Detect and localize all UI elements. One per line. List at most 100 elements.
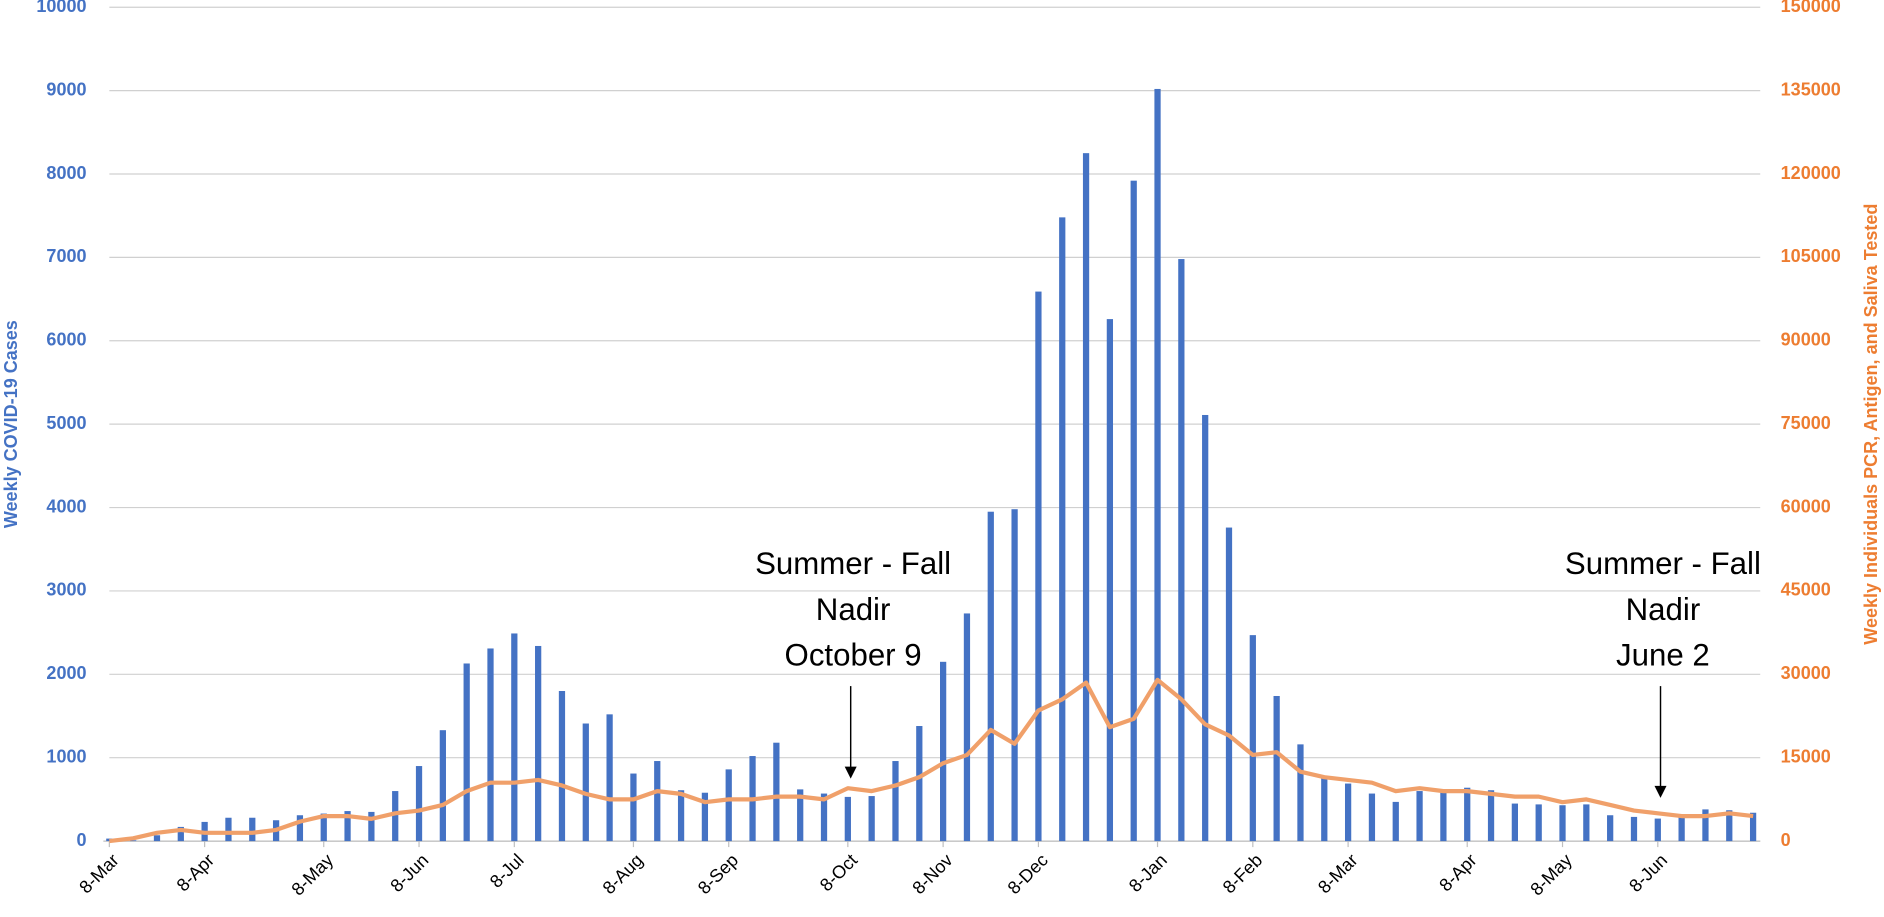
bar xyxy=(439,730,446,842)
bar xyxy=(1321,776,1328,842)
bar xyxy=(868,796,875,842)
bar xyxy=(987,511,994,842)
annotation-text: October 9 xyxy=(785,638,922,673)
annotation-text: June 2 xyxy=(1616,638,1710,673)
bar xyxy=(654,761,661,842)
bar xyxy=(1654,818,1661,842)
bar xyxy=(797,789,804,842)
bar xyxy=(463,663,470,842)
bar xyxy=(1511,803,1518,842)
annotation-text: Summer - Fall xyxy=(1565,546,1761,581)
bar xyxy=(1035,291,1042,842)
x-tick-label: 8-May xyxy=(288,850,338,900)
x-tick-label: 8-Mar xyxy=(1314,850,1361,897)
y-tick-label: 9000 xyxy=(46,79,86,99)
bar xyxy=(1559,805,1566,842)
y2-axis-title: Weekly Individuals PCR, Antigen, and Sal… xyxy=(1861,204,1881,645)
bar xyxy=(1535,804,1542,842)
bar xyxy=(1583,804,1590,842)
bar xyxy=(582,723,589,842)
y2-tick-label: 135000 xyxy=(1781,79,1841,99)
bar xyxy=(892,761,899,842)
y2-tick-label: 60000 xyxy=(1781,496,1831,516)
bar xyxy=(844,796,851,842)
bar xyxy=(296,815,304,842)
y-tick-label: 5000 xyxy=(46,413,86,433)
bar xyxy=(1082,153,1090,842)
x-tick-label: 8-Dec xyxy=(1004,850,1052,898)
arrow-head xyxy=(1654,785,1667,798)
bar xyxy=(1202,414,1209,842)
x-tick-label: 8-Nov xyxy=(908,850,956,898)
y-tick-label: 1000 xyxy=(46,746,86,766)
bar xyxy=(1487,790,1495,842)
bar xyxy=(1273,695,1280,842)
y-tick-label: 7000 xyxy=(46,246,86,266)
x-tick-label: 8-Aug xyxy=(599,850,647,898)
bar xyxy=(487,648,494,842)
bar xyxy=(1416,791,1423,842)
bar xyxy=(940,661,947,842)
bar xyxy=(963,613,971,842)
bar xyxy=(701,792,709,842)
bar xyxy=(916,726,923,842)
bar xyxy=(1464,787,1471,842)
x-tick-label: 8-Jun xyxy=(386,850,432,896)
bar xyxy=(1178,259,1185,842)
y2-tick-label: 45000 xyxy=(1781,580,1831,600)
bar xyxy=(1630,816,1638,842)
y2-tick-label: 105000 xyxy=(1781,246,1841,266)
y2-tick-label: 150000 xyxy=(1781,0,1841,16)
arrow-head xyxy=(844,766,857,779)
y-tick-label: 4000 xyxy=(46,496,86,516)
y2-tick-label: 120000 xyxy=(1781,163,1841,183)
annotation-text: Nadir xyxy=(816,592,891,627)
y2-tick-label: 75000 xyxy=(1781,413,1831,433)
bar xyxy=(1249,635,1256,842)
bar xyxy=(368,811,375,842)
y-tick-label: 3000 xyxy=(46,580,86,600)
x-tick-label: 8-Oct xyxy=(816,850,861,895)
bar xyxy=(153,835,161,842)
bar xyxy=(1011,509,1018,842)
bar xyxy=(1344,783,1352,842)
annotation-text: Summer - Fall xyxy=(755,546,951,581)
y-tick-label: 2000 xyxy=(46,663,86,683)
bar xyxy=(558,690,566,842)
bar xyxy=(415,766,423,842)
bar xyxy=(320,813,327,842)
bar xyxy=(1154,88,1161,842)
x-tick-label: 8-Jul xyxy=(486,850,528,892)
bar xyxy=(773,742,780,842)
x-tick-label: 8-Jun xyxy=(1625,850,1671,896)
bar xyxy=(1440,790,1447,842)
bar xyxy=(1726,810,1733,842)
y-tick-label: 10000 xyxy=(36,0,86,16)
bar xyxy=(725,769,732,842)
bar xyxy=(1368,793,1376,842)
y2-tick-label: 15000 xyxy=(1781,746,1831,766)
y2-tick-label: 0 xyxy=(1781,830,1791,850)
y-tick-label: 8000 xyxy=(46,163,86,183)
x-tick-label: 8-May xyxy=(1526,850,1576,900)
x-tick-label: 8-Apr xyxy=(173,850,218,895)
x-tick-label: 8-Apr xyxy=(1435,850,1480,895)
bar xyxy=(177,826,184,842)
bar xyxy=(630,773,637,842)
bar xyxy=(1130,180,1137,842)
bar xyxy=(392,791,399,842)
bar xyxy=(249,817,256,842)
y2-tick-label: 30000 xyxy=(1781,663,1831,683)
bar xyxy=(130,840,137,842)
y2-tick-label: 90000 xyxy=(1781,330,1831,350)
bar xyxy=(535,645,542,842)
x-tick-label: 8-Sep xyxy=(694,850,742,898)
y-axis-title: Weekly COVID-19 Cases xyxy=(1,320,21,528)
bar xyxy=(1702,809,1709,842)
bar xyxy=(820,793,828,842)
bar xyxy=(1059,217,1066,842)
bar xyxy=(1297,744,1304,842)
bar xyxy=(225,817,232,842)
